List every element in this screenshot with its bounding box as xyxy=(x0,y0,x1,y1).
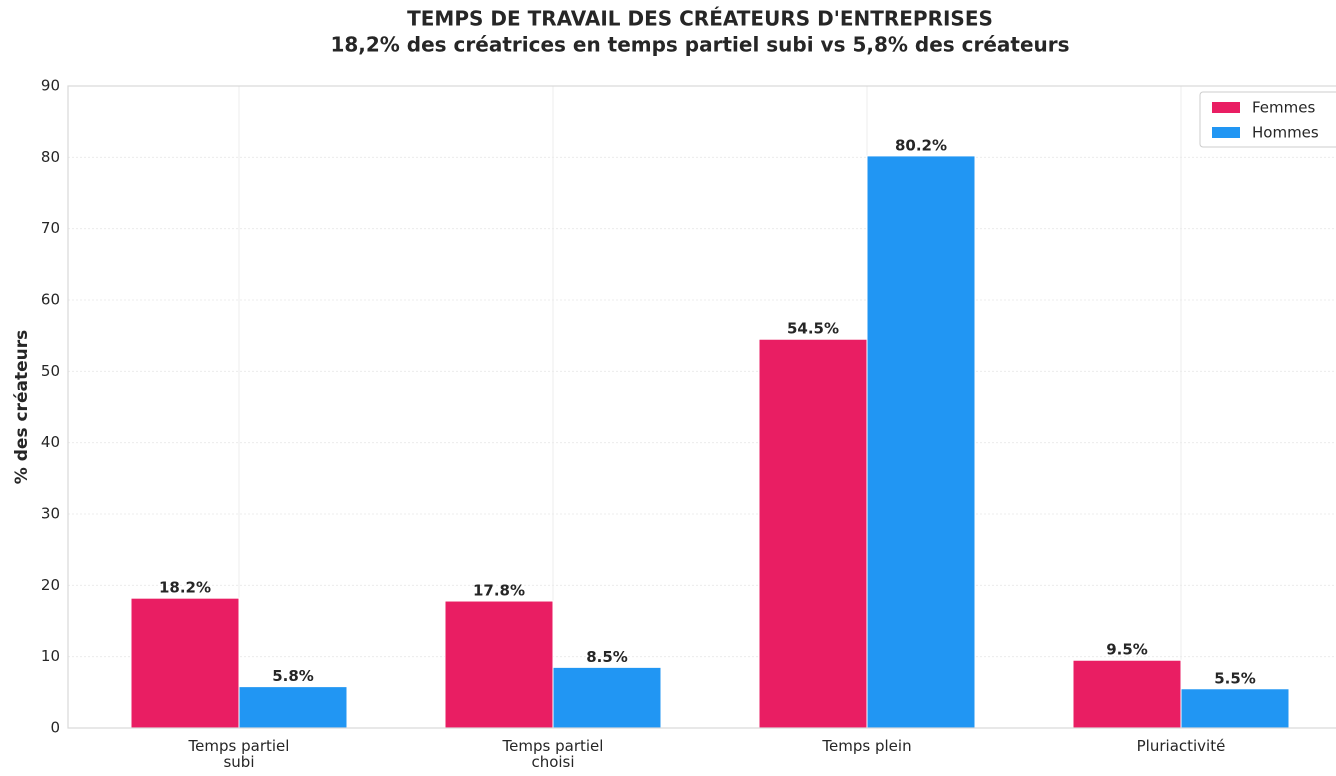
y-tick-label: 90 xyxy=(41,77,60,95)
data-label: 9.5% xyxy=(1106,641,1148,659)
y-tick-label: 70 xyxy=(41,219,60,237)
plot-frame xyxy=(67,85,1336,729)
data-label: 17.8% xyxy=(473,582,525,600)
x-tick-label: Temps partiel subi xyxy=(188,737,290,771)
legend-swatch xyxy=(1212,102,1240,113)
chart-subtitle: 18,2% des créatrices en temps partiel su… xyxy=(330,33,1069,57)
bar xyxy=(866,155,976,729)
y-tick-label: 10 xyxy=(41,647,60,665)
legend-label: Hommes xyxy=(1252,124,1319,142)
y-tick-label: 0 xyxy=(50,719,60,737)
legend-label: Femmes xyxy=(1252,99,1315,117)
y-tick-label: 30 xyxy=(41,505,60,523)
y-tick-label: 40 xyxy=(41,433,60,451)
y-tick-label: 80 xyxy=(41,148,60,166)
data-label: 80.2% xyxy=(895,136,947,154)
bar xyxy=(552,666,662,729)
y-tick-label: 60 xyxy=(41,291,60,309)
y-axis-label: % des créateurs xyxy=(12,330,32,484)
x-tick-label: Temps partiel choisi xyxy=(502,737,604,771)
y-tick-label: 20 xyxy=(41,576,60,594)
y-tick-label: 50 xyxy=(41,362,60,380)
bar xyxy=(130,597,240,729)
data-label: 18.2% xyxy=(159,579,211,597)
data-label: 5.8% xyxy=(272,667,314,685)
bar xyxy=(1072,659,1182,729)
bar xyxy=(758,338,868,729)
bar xyxy=(444,600,554,729)
chart-title: TEMPS DE TRAVAIL DES CRÉATEURS D'ENTREPR… xyxy=(407,7,993,31)
bar xyxy=(1180,688,1290,729)
x-tick-label: Temps plein xyxy=(822,737,912,755)
data-label: 8.5% xyxy=(586,648,628,666)
data-label: 54.5% xyxy=(787,320,839,338)
x-tick-label: Pluriactivité xyxy=(1136,737,1226,755)
legend-swatch xyxy=(1212,127,1240,138)
data-label: 5.5% xyxy=(1214,669,1256,687)
bar xyxy=(238,686,348,729)
